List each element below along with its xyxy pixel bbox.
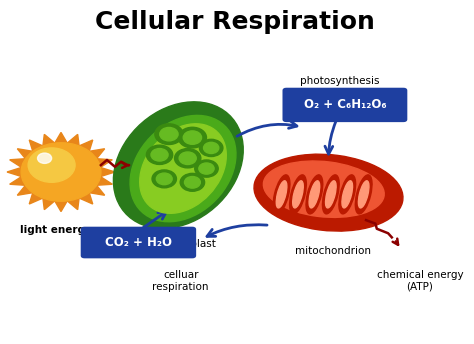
Circle shape — [146, 145, 173, 164]
Circle shape — [178, 127, 207, 148]
Text: mitochondrion: mitochondrion — [295, 246, 371, 256]
Ellipse shape — [342, 181, 353, 208]
Circle shape — [21, 143, 101, 201]
Ellipse shape — [254, 154, 403, 231]
Text: celluar
respiration: celluar respiration — [153, 270, 209, 292]
Circle shape — [28, 148, 75, 182]
Ellipse shape — [293, 181, 303, 208]
Circle shape — [184, 176, 201, 188]
Ellipse shape — [264, 161, 384, 217]
Circle shape — [151, 149, 168, 161]
Text: chloroplast: chloroplast — [159, 239, 217, 249]
FancyBboxPatch shape — [81, 227, 196, 258]
FancyBboxPatch shape — [283, 88, 407, 122]
Text: O₂ + C₆H₁₂O₆: O₂ + C₆H₁₂O₆ — [303, 98, 386, 111]
Ellipse shape — [358, 181, 369, 208]
Circle shape — [156, 173, 172, 185]
Ellipse shape — [290, 175, 306, 214]
Polygon shape — [7, 132, 115, 212]
Circle shape — [155, 124, 183, 144]
Text: CO₂ + H₂O: CO₂ + H₂O — [105, 236, 172, 249]
Ellipse shape — [140, 124, 226, 213]
Ellipse shape — [339, 175, 356, 214]
Text: photosynthesis: photosynthesis — [301, 76, 380, 86]
Circle shape — [152, 170, 176, 188]
Circle shape — [180, 173, 205, 191]
Ellipse shape — [273, 175, 290, 214]
Circle shape — [183, 131, 201, 144]
Circle shape — [195, 160, 218, 177]
Circle shape — [37, 153, 52, 163]
Ellipse shape — [113, 102, 243, 228]
Ellipse shape — [130, 115, 236, 222]
Circle shape — [160, 128, 178, 141]
Circle shape — [179, 152, 196, 164]
Text: Cellular Respiration: Cellular Respiration — [95, 10, 374, 34]
Text: light energy: light energy — [20, 225, 92, 235]
Ellipse shape — [356, 175, 372, 214]
Circle shape — [203, 142, 219, 153]
Ellipse shape — [322, 175, 339, 214]
Circle shape — [199, 163, 214, 174]
Circle shape — [174, 149, 201, 168]
Text: chemical energy
(ATP): chemical energy (ATP) — [377, 270, 463, 292]
Ellipse shape — [326, 181, 336, 208]
Circle shape — [200, 139, 223, 157]
Ellipse shape — [306, 175, 323, 214]
Ellipse shape — [309, 181, 319, 208]
Ellipse shape — [276, 181, 287, 208]
